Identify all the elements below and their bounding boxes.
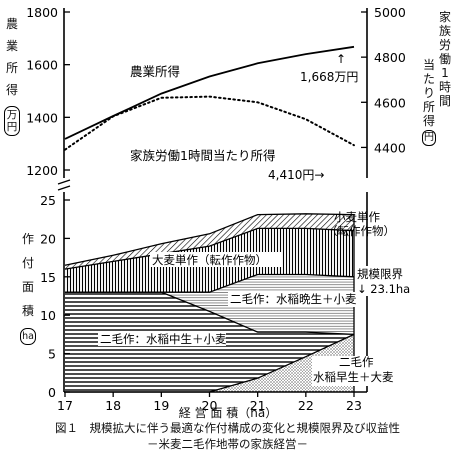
left-y-tick-label: 1400: [26, 110, 58, 125]
area-y-tick-label: 5: [48, 347, 56, 362]
left-y-tick-label: 1800: [26, 5, 58, 20]
area-wheat-single-edge: [64, 213, 355, 266]
right-y-tick-label: 4600: [374, 95, 406, 110]
right-ylabel-char: 得: [422, 114, 435, 128]
hourly-income-series-line: [64, 95, 355, 151]
x-axis-title: 経 営 面 積（ha）: [178, 406, 278, 420]
mid-rice-label-bg: [98, 331, 226, 346]
late-rice-label-bg: [228, 292, 358, 307]
income-end-value: 1,668万円: [300, 70, 358, 84]
right-ylabel-char: 家: [438, 10, 451, 24]
early-rice-label-2: 水稲早生＋大麦: [313, 370, 394, 384]
x-tick-label: 23: [346, 398, 362, 413]
late-rice-label: 二毛作：水稲晩生＋小麦: [230, 292, 357, 306]
area-ylabel-char: 作: [21, 232, 34, 246]
right-ylabel-char: 当: [422, 58, 435, 72]
early-rice-label-1: 二毛作: [339, 355, 374, 369]
x-tick-label: 21: [250, 398, 266, 413]
area-barley-single-edge: [64, 227, 355, 270]
right-ylabel-char: 所: [422, 100, 435, 114]
area-y-tick-label: 0: [48, 385, 56, 400]
top-axis-break: [57, 179, 71, 191]
left-ylabel-char: 業: [5, 39, 18, 53]
left-y-tick-label: 1200: [26, 163, 58, 178]
scale-limit-bg: [355, 266, 411, 296]
early-rice-label-bg: [312, 356, 386, 386]
area-wheat-single: [65, 213, 354, 270]
income-series-label: 農業所得: [130, 64, 180, 79]
mid-rice-label: 二毛作：水稲中生＋小麦: [100, 332, 227, 346]
x-tick-label: 20: [202, 398, 218, 413]
income-line-chart: 1200 1400 1600 1800 4400 4600 4800 5000 農業所得 家…: [26, 5, 406, 191]
right-ylabel-char: 時: [438, 80, 451, 94]
area-ylabel-char: 面: [21, 280, 34, 294]
right-ylabel-char: り: [422, 86, 435, 100]
x-tick-label: 17: [57, 398, 73, 413]
wheat-single-label-2: （転作作物）: [326, 224, 395, 238]
area-late-rice-wheat-edge: [65, 273, 355, 293]
area-early-rice-barley: [65, 334, 354, 392]
right-y-tick-label: 4800: [374, 50, 406, 65]
hourly-end-value: 4,410円→: [268, 168, 324, 182]
income-series-line: [64, 45, 355, 140]
area-ylabel-char: 積: [21, 304, 34, 318]
x-ticks: 17 18 19 20 21 22 23: [57, 392, 362, 413]
left-y-tick-label: 1600: [26, 58, 58, 73]
right-ylabel-char: 族: [438, 24, 451, 38]
figure-caption-line-1: 図１ 規模拡大に伴う最適な作付構成の変化と規模限界及び収益性: [55, 421, 400, 435]
left-ylabel-char: 農: [5, 17, 18, 31]
income-end-arrow: ↑: [336, 52, 346, 66]
left-income-axis-title: 農 業 所 得 万 円: [4, 18, 20, 136]
left-ylabel-char: 所: [5, 61, 18, 75]
area-y-tick-label: 10: [40, 308, 56, 323]
left-ylabel-char: 得: [5, 83, 18, 97]
crop-area-chart: 0 5 10 15 20 25 17 18 19 20 21 22 23 小麦単作 （転作作物） 大麦…: [40, 192, 411, 413]
area-ylabel-char: 付: [21, 256, 34, 270]
right-ylabel-unit: 円: [422, 130, 436, 146]
right-ylabel-char: 1: [441, 66, 449, 80]
area-y-tick-label: 20: [40, 231, 56, 246]
wheat-single-label-1: 小麦単作: [334, 210, 380, 224]
right-y-ticks: 4400 4600 4800 5000: [361, 5, 406, 155]
right-ylabel-char: 働: [438, 52, 451, 66]
barley-label-bg: [150, 252, 282, 267]
scale-limit-label-1: 規模限界: [357, 267, 403, 281]
x-tick-label: 19: [153, 398, 169, 413]
right-ylabel-char: 間: [438, 94, 451, 108]
area-y-ticks: 0 5 10 15 20 25: [40, 193, 70, 400]
left-y-ticks: 1200 1400 1600 1800: [26, 5, 70, 178]
figure-caption-line-2: －米麦二毛作地帯の家族経営－: [147, 437, 308, 451]
area-ylabel-unit: ha: [20, 328, 36, 345]
left-ylabel-unit-char: 万: [6, 109, 18, 121]
right-y-tick-label: 4400: [374, 140, 406, 155]
scale-limit-label-2: ↓ 23.1ha: [357, 282, 410, 296]
right-y-tick-label: 5000: [374, 5, 406, 20]
area-axis-title: 作 付 面 積 ha: [20, 232, 36, 345]
right-ylabel-char: た: [422, 72, 435, 86]
left-ylabel-unit: 万 円: [4, 106, 20, 136]
right-ylabel-char: 労: [438, 38, 451, 52]
area-y-tick-label: 15: [40, 270, 56, 285]
left-ylabel-unit-char: 円: [6, 121, 18, 133]
right-hourly-axis-title-col2: 当 た り 所 得 円: [422, 58, 436, 146]
right-hourly-axis-title-col1: 家 族 労 働 1 時 間: [438, 10, 452, 108]
area-late-rice-wheat: [65, 274, 354, 335]
barley-single-label: 大麦単作（転作作物）: [152, 253, 267, 267]
area-y-tick-label: 25: [40, 193, 56, 208]
hourly-series-label: 家族労働1時間当たり所得: [130, 148, 275, 163]
x-tick-label: 18: [105, 398, 121, 413]
x-tick-label: 22: [298, 398, 314, 413]
